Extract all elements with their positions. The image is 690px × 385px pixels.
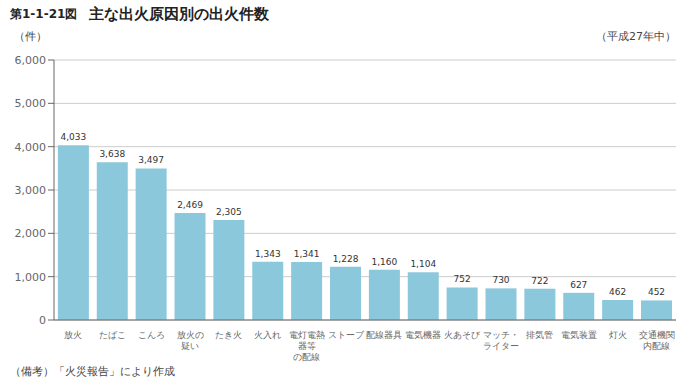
svg-text:2,469: 2,469	[177, 200, 203, 210]
svg-text:1,343: 1,343	[255, 249, 281, 259]
svg-text:730: 730	[492, 275, 509, 285]
svg-text:3,638: 3,638	[99, 149, 125, 159]
svg-text:1,160: 1,160	[372, 257, 398, 267]
svg-text:0: 0	[39, 314, 46, 327]
svg-text:2,000: 2,000	[15, 227, 47, 240]
svg-text:1,104: 1,104	[410, 259, 436, 269]
svg-text:たき火: たき火	[215, 330, 242, 340]
svg-text:6,000: 6,000	[15, 54, 47, 67]
svg-text:配線器具: 配線器具	[366, 330, 402, 340]
svg-text:マッチ・ライター: マッチ・ライター	[483, 330, 519, 351]
svg-text:3,497: 3,497	[138, 155, 164, 165]
svg-text:交通機関内配線: 交通機関内配線	[639, 330, 675, 351]
html-text:（備考）「火災報告」により作成: （備考）「火災報告」により作成	[10, 364, 175, 378]
svg-text:電気装置: 電気装置	[561, 330, 597, 340]
svg-text:排気管: 排気管	[526, 330, 553, 340]
svg-text:452: 452	[648, 287, 665, 297]
svg-text:722: 722	[531, 276, 548, 286]
svg-text:火入れ: 火入れ	[254, 330, 281, 340]
svg-text:1,000: 1,000	[15, 271, 47, 284]
html-text:主な出火原因別の出火件数: 主な出火原因別の出火件数	[89, 4, 270, 23]
svg-text:放火の疑い: 放火の疑い	[177, 330, 204, 351]
html-text:（平成27年中）: （平成27年中）	[596, 30, 676, 43]
svg-text:5,000: 5,000	[15, 97, 47, 110]
html-text:第1-1-21図: 第1-1-21図	[10, 6, 78, 21]
svg-text:462: 462	[609, 287, 626, 297]
svg-text:灯火: 灯火	[609, 330, 627, 340]
svg-text:4,000: 4,000	[15, 141, 47, 154]
svg-text:2,305: 2,305	[216, 207, 242, 217]
svg-text:752: 752	[454, 274, 471, 284]
svg-text:放火: 放火	[64, 330, 82, 340]
svg-text:1,228: 1,228	[333, 254, 359, 264]
svg-text:電灯電熱器等の配線: 電灯電熱器等の配線	[289, 330, 325, 362]
svg-text:4,033: 4,033	[61, 132, 87, 142]
svg-text:火あそび: 火あそび	[444, 330, 481, 340]
html-text:（件）: （件）	[14, 30, 47, 43]
svg-text:電気機器: 電気機器	[405, 330, 441, 340]
svg-text:1,341: 1,341	[294, 249, 320, 259]
svg-text:たばこ: たばこ	[99, 330, 126, 340]
svg-text:3,000: 3,000	[15, 184, 47, 197]
svg-text:627: 627	[570, 280, 587, 290]
svg-text:こんろ: こんろ	[138, 330, 165, 340]
svg-text:ストーブ: ストーブ	[328, 330, 365, 340]
